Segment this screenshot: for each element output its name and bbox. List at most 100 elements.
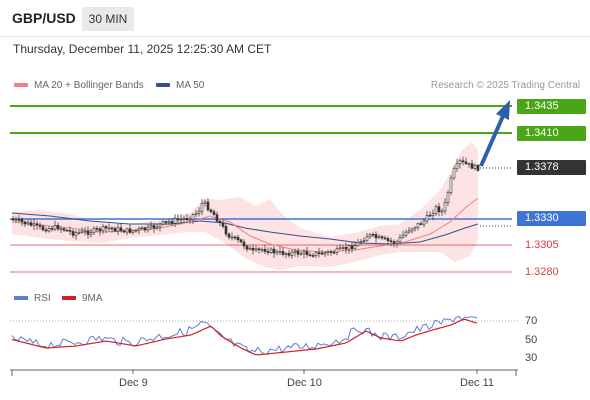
rsi-tick-30: 30: [525, 352, 538, 364]
candle-body: [305, 251, 309, 256]
forecast-arrow-head: [496, 100, 510, 120]
candle-body: [278, 250, 282, 253]
candle-body: [308, 254, 312, 257]
candle-body: [62, 228, 66, 231]
candle-body: [317, 252, 321, 254]
candle-body: [416, 223, 420, 228]
candle-body: [26, 222, 30, 225]
candle-body: [164, 221, 168, 223]
candle-body: [431, 213, 435, 216]
candle-body: [428, 214, 432, 217]
candle-body: [284, 253, 288, 255]
candle-body: [290, 251, 294, 256]
x-label-dec11: Dec 11: [460, 377, 495, 389]
candle-body: [197, 210, 201, 214]
candle-body: [275, 251, 279, 254]
candle-body: [293, 250, 297, 253]
legend-ma50: MA 50: [156, 80, 204, 91]
chart-header: GBP/USD 30 MIN: [0, 0, 590, 36]
candle-body: [68, 230, 72, 232]
candle-body: [296, 250, 300, 255]
candle-body: [17, 219, 21, 221]
candle-body: [155, 226, 159, 229]
candle-body: [245, 245, 249, 250]
candle-body: [206, 201, 210, 211]
candle-body: [347, 245, 351, 250]
candle-body: [191, 214, 195, 220]
candle-body: [59, 228, 63, 231]
candle-body: [149, 225, 153, 228]
legend-ma20-label: MA 20 + Bollinger Bands: [34, 80, 144, 91]
candle-body: [338, 247, 342, 250]
candle-body: [122, 230, 126, 233]
candle-body: [341, 246, 345, 249]
candle-body: [194, 213, 198, 216]
candle-body: [383, 237, 387, 240]
candle-body: [287, 253, 291, 256]
candle-body: [41, 226, 45, 231]
candle-body: [473, 164, 477, 169]
candle-body: [458, 160, 462, 165]
candle-body: [56, 224, 60, 230]
header-divider: [0, 36, 590, 37]
candle-body: [146, 226, 150, 231]
candle-body: [125, 228, 129, 233]
candle-body: [410, 228, 414, 232]
x-label-dec10: Dec 10: [287, 377, 322, 389]
chart-datetime: Thursday, December 11, 2025 12:25:30 AM …: [13, 42, 272, 56]
rsi-swatch: [14, 296, 28, 301]
candle-body: [113, 228, 117, 232]
candle-body: [107, 227, 111, 230]
candle-body: [44, 229, 48, 232]
candle-body: [200, 203, 204, 212]
candle-body: [443, 202, 447, 212]
timeframe-button[interactable]: 30 MIN: [82, 7, 134, 31]
candle-body: [95, 228, 99, 230]
candle-body: [224, 226, 228, 235]
candle-body: [356, 242, 360, 246]
candle-body: [32, 223, 36, 226]
candle-body: [230, 236, 234, 239]
candle-body: [101, 226, 105, 232]
candle-body: [389, 240, 393, 243]
candle-body: [218, 220, 222, 224]
candle-body: [344, 246, 348, 250]
candle-body: [272, 248, 276, 254]
candle-body: [371, 234, 375, 236]
candle-body: [248, 247, 252, 250]
rsi-ma-legend-label: 9MA: [82, 293, 103, 304]
candle-body: [302, 251, 306, 255]
candle-body: [359, 241, 363, 243]
currency-pair-title: GBP/USD: [12, 10, 76, 26]
candle-body: [80, 230, 84, 233]
candle-body: [398, 237, 402, 243]
candle-body: [470, 163, 474, 169]
rsi-legend: RSI: [14, 293, 51, 304]
candle-body: [215, 214, 219, 222]
candle-body: [140, 227, 144, 230]
candle-body: [242, 241, 246, 247]
candle-body: [203, 201, 207, 205]
candle-body: [446, 192, 450, 203]
candle-body: [362, 240, 366, 242]
candle-body: [257, 248, 261, 251]
candle-body: [425, 214, 429, 222]
candle-body: [326, 251, 330, 254]
candle-body: [134, 229, 138, 232]
ma20-line: [11, 197, 479, 253]
candle-body: [50, 228, 54, 230]
candle-body: [143, 227, 147, 231]
rsi-tick-50: 50: [525, 334, 538, 346]
candle-body: [449, 177, 453, 193]
candle-body: [98, 228, 102, 232]
candle-body: [413, 227, 417, 230]
candle-body: [269, 248, 273, 253]
pivot-label: 1.3330: [517, 211, 586, 226]
candle-body: [350, 245, 354, 250]
candle-body: [236, 236, 240, 241]
candle-body: [158, 223, 162, 228]
ma20-swatch: [14, 83, 28, 88]
candle-body: [368, 234, 372, 238]
candle-body: [335, 248, 339, 253]
